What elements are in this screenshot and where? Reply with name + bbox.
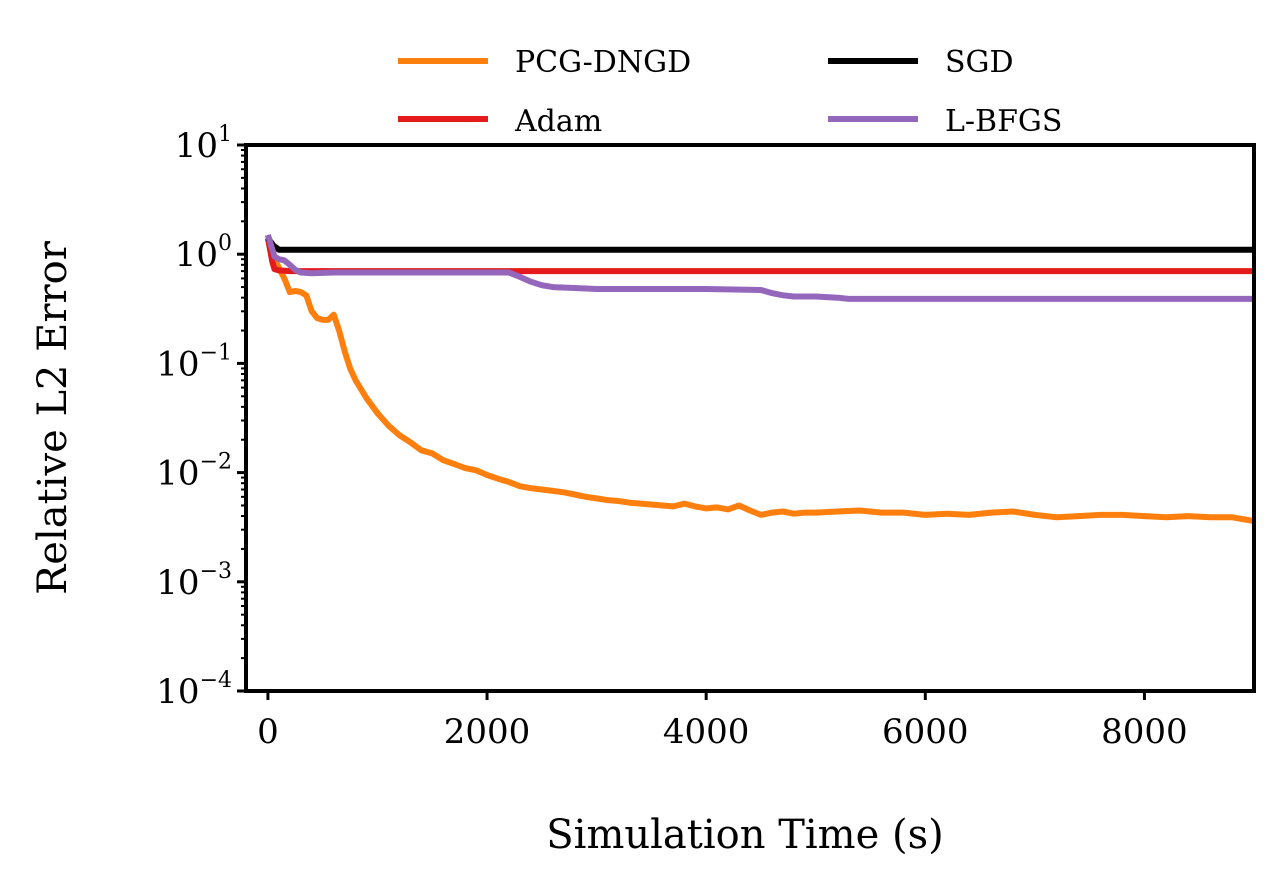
series-line-pcg-dngd [265, 234, 1254, 525]
legend-label-adam: Adam [514, 104, 602, 139]
y-tick-label-1e1: 101 [175, 122, 232, 166]
ticks-layer: 0 2000 4000 6000 8000 101 100 10−1 10−2 10−3 10−4 [156, 122, 1187, 752]
x-tick-label-6000: 6000 [882, 712, 969, 752]
series-line-l-bfgs [265, 234, 1254, 302]
y-tick-label-1e-3: 10−3 [156, 559, 232, 603]
y-axis-title: Relative L2 Error [30, 240, 76, 595]
x-tick-label-0: 0 [257, 712, 279, 752]
y-tick-label-1e-4: 10−4 [156, 668, 232, 712]
x-axis-title: Simulation Time (s) [546, 812, 943, 858]
y-tick-label-1e-2: 10−2 [156, 450, 232, 494]
legend-label-sgd: SGD [945, 45, 1014, 80]
legend-label-l-bfgs: L-BFGS [945, 104, 1062, 139]
x-tick-label-4000: 4000 [663, 712, 750, 752]
plot-frame [244, 143, 1256, 693]
x-tick-label-2000: 2000 [444, 712, 531, 752]
y-tick-label-1e-1: 10−1 [156, 340, 232, 384]
legend: PCG-DNGD Adam SGD L-BFGS [398, 45, 1062, 139]
x-tick-label-8000: 8000 [1101, 712, 1188, 752]
legend-label-pcg-dngd: PCG-DNGD [515, 45, 691, 80]
series-layer [264, 234, 1254, 525]
y-tick-label-1e0: 100 [175, 231, 232, 275]
